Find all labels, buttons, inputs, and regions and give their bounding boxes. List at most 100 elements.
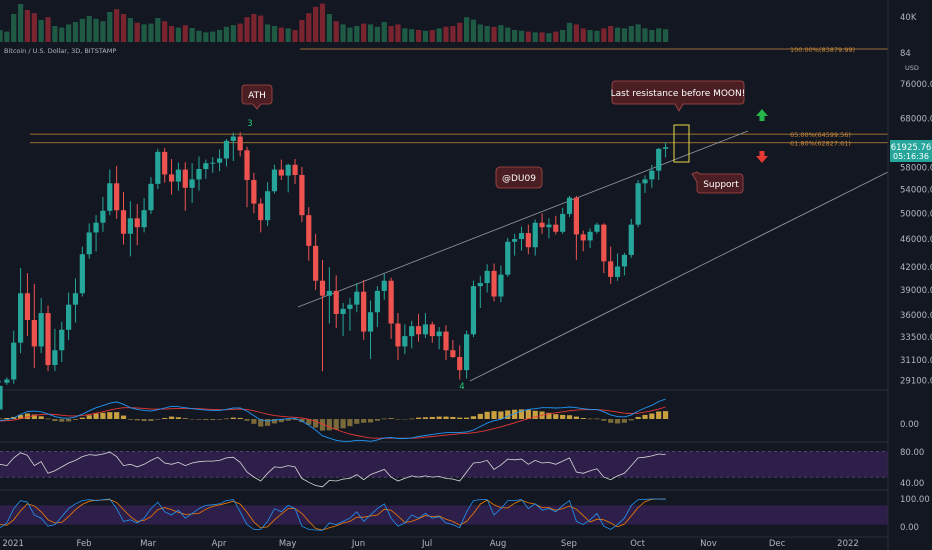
macd-histogram-bar bbox=[216, 419, 223, 420]
time-tick-label: Dec bbox=[769, 539, 786, 549]
volume-bar bbox=[313, 6, 319, 43]
candle-body bbox=[560, 213, 566, 232]
macd-histogram-bar bbox=[628, 419, 634, 421]
macd-histogram-bar bbox=[148, 419, 154, 422]
macd-histogram-bar bbox=[354, 419, 360, 424]
volume-bar bbox=[470, 19, 477, 42]
resistance-highlight-box[interactable] bbox=[673, 124, 690, 163]
volume-bar bbox=[141, 24, 147, 42]
candle-body bbox=[381, 280, 387, 291]
candle-body bbox=[477, 283, 483, 287]
candle-body bbox=[546, 224, 552, 228]
current-price-tag: 61925.76 05:16:36 bbox=[890, 140, 932, 162]
time-tick-label: Mar bbox=[140, 539, 157, 549]
candle-body bbox=[319, 280, 326, 296]
price-tick-label: 50000.00 bbox=[900, 209, 932, 219]
macd-histogram-bar bbox=[24, 413, 31, 419]
stoch-axis-label-100: 100.00 bbox=[900, 495, 930, 505]
price-tick-label: 33500.00 bbox=[900, 333, 932, 343]
volume-bar bbox=[306, 13, 312, 42]
rsi-axis-label-40: 40.00 bbox=[900, 479, 924, 489]
candle-body bbox=[635, 183, 641, 225]
candle-body bbox=[512, 239, 518, 242]
volume-bar bbox=[271, 26, 278, 42]
volume-bar bbox=[649, 30, 655, 42]
candle-body bbox=[244, 150, 250, 180]
volume-bar bbox=[450, 26, 456, 42]
volume-bar bbox=[587, 30, 593, 42]
resistance-callout[interactable]: Last resistance before MOON! bbox=[611, 80, 746, 112]
macd-histogram-bar bbox=[477, 413, 483, 419]
volume-bar bbox=[594, 30, 600, 42]
candle-body bbox=[127, 218, 133, 234]
macd-histogram-bar bbox=[52, 419, 58, 422]
candle-body bbox=[518, 233, 525, 240]
price-tick-label: 29100.00 bbox=[900, 377, 932, 387]
macd-histogram-bar bbox=[93, 413, 99, 419]
candle-body bbox=[175, 169, 182, 182]
macd-histogram-bar bbox=[553, 414, 559, 419]
macd-histogram-bar bbox=[642, 414, 648, 419]
channel-lower-line bbox=[469, 171, 889, 382]
volume-bar bbox=[484, 26, 490, 42]
volume-bar bbox=[134, 22, 140, 42]
candle-body bbox=[436, 331, 442, 337]
macd-histogram-bar bbox=[422, 417, 429, 419]
candle-body bbox=[223, 140, 230, 159]
volume-bar bbox=[498, 25, 504, 42]
candle-body bbox=[539, 222, 545, 228]
volume-bar bbox=[333, 21, 339, 42]
macd-histogram-bar bbox=[512, 409, 518, 419]
candle-body bbox=[100, 210, 106, 223]
volume-bar bbox=[0, 30, 3, 42]
candle-body bbox=[299, 174, 305, 216]
volume-bar bbox=[114, 9, 120, 42]
volume-bar bbox=[38, 20, 44, 42]
price-tick-label: 76000.00 bbox=[900, 80, 932, 90]
macd-histogram-bar bbox=[443, 416, 449, 419]
volume-bar bbox=[621, 28, 628, 42]
stoch-k-line bbox=[0, 498, 666, 531]
candle-body bbox=[532, 222, 538, 248]
candle-body bbox=[306, 215, 312, 246]
candle-body bbox=[361, 291, 367, 332]
macd-histogram-bar bbox=[326, 419, 332, 431]
ath-callout[interactable]: ATH bbox=[241, 84, 273, 110]
wave-3-label: 3 bbox=[247, 119, 252, 129]
candle-body bbox=[326, 290, 332, 296]
time-tick-label: Apr bbox=[212, 539, 227, 549]
macd-histogram-bar bbox=[100, 412, 106, 419]
macd-histogram-bar bbox=[402, 419, 408, 420]
currency-label: USD bbox=[905, 64, 919, 72]
candle-body bbox=[120, 210, 127, 234]
candle-body bbox=[628, 224, 634, 255]
price-tick-label: 31100.00 bbox=[900, 356, 932, 366]
candle-body bbox=[189, 179, 195, 188]
volume-bar bbox=[299, 20, 305, 42]
candle-body bbox=[594, 224, 600, 232]
price-tick-label: 42000.00 bbox=[900, 263, 932, 273]
price-tick-label: 39000.00 bbox=[900, 286, 932, 296]
macd-histogram-bar bbox=[196, 419, 202, 420]
macd-histogram-bar bbox=[656, 411, 662, 419]
trend-channel bbox=[297, 130, 889, 382]
macd-histogram-bar bbox=[498, 411, 504, 419]
volume-bar bbox=[347, 27, 353, 42]
candle-body bbox=[251, 179, 257, 204]
time-axis[interactable]: 2021 Feb Mar Apr May Jun Jul Aug Sep Oct Nov Dec 202… bbox=[2, 539, 858, 549]
macd-histogram-bar bbox=[72, 419, 79, 421]
macd-histogram-bar bbox=[395, 419, 401, 420]
volume-bar bbox=[59, 27, 65, 42]
macd-signal-line bbox=[0, 406, 666, 439]
stoch-axis-label-0: 0.00 bbox=[900, 523, 919, 533]
candle-body bbox=[388, 280, 394, 324]
support-callout[interactable]: Support bbox=[691, 171, 744, 194]
price-tick-label: 54000.00 bbox=[900, 186, 932, 196]
fib-label: 65.00%(64599.56) bbox=[790, 131, 851, 139]
volume-bar bbox=[86, 16, 92, 42]
ath-label: ATH bbox=[248, 91, 266, 101]
volume-bar bbox=[52, 26, 58, 42]
macd-histogram-bar bbox=[621, 419, 628, 423]
time-tick-label: Jun bbox=[351, 539, 365, 549]
